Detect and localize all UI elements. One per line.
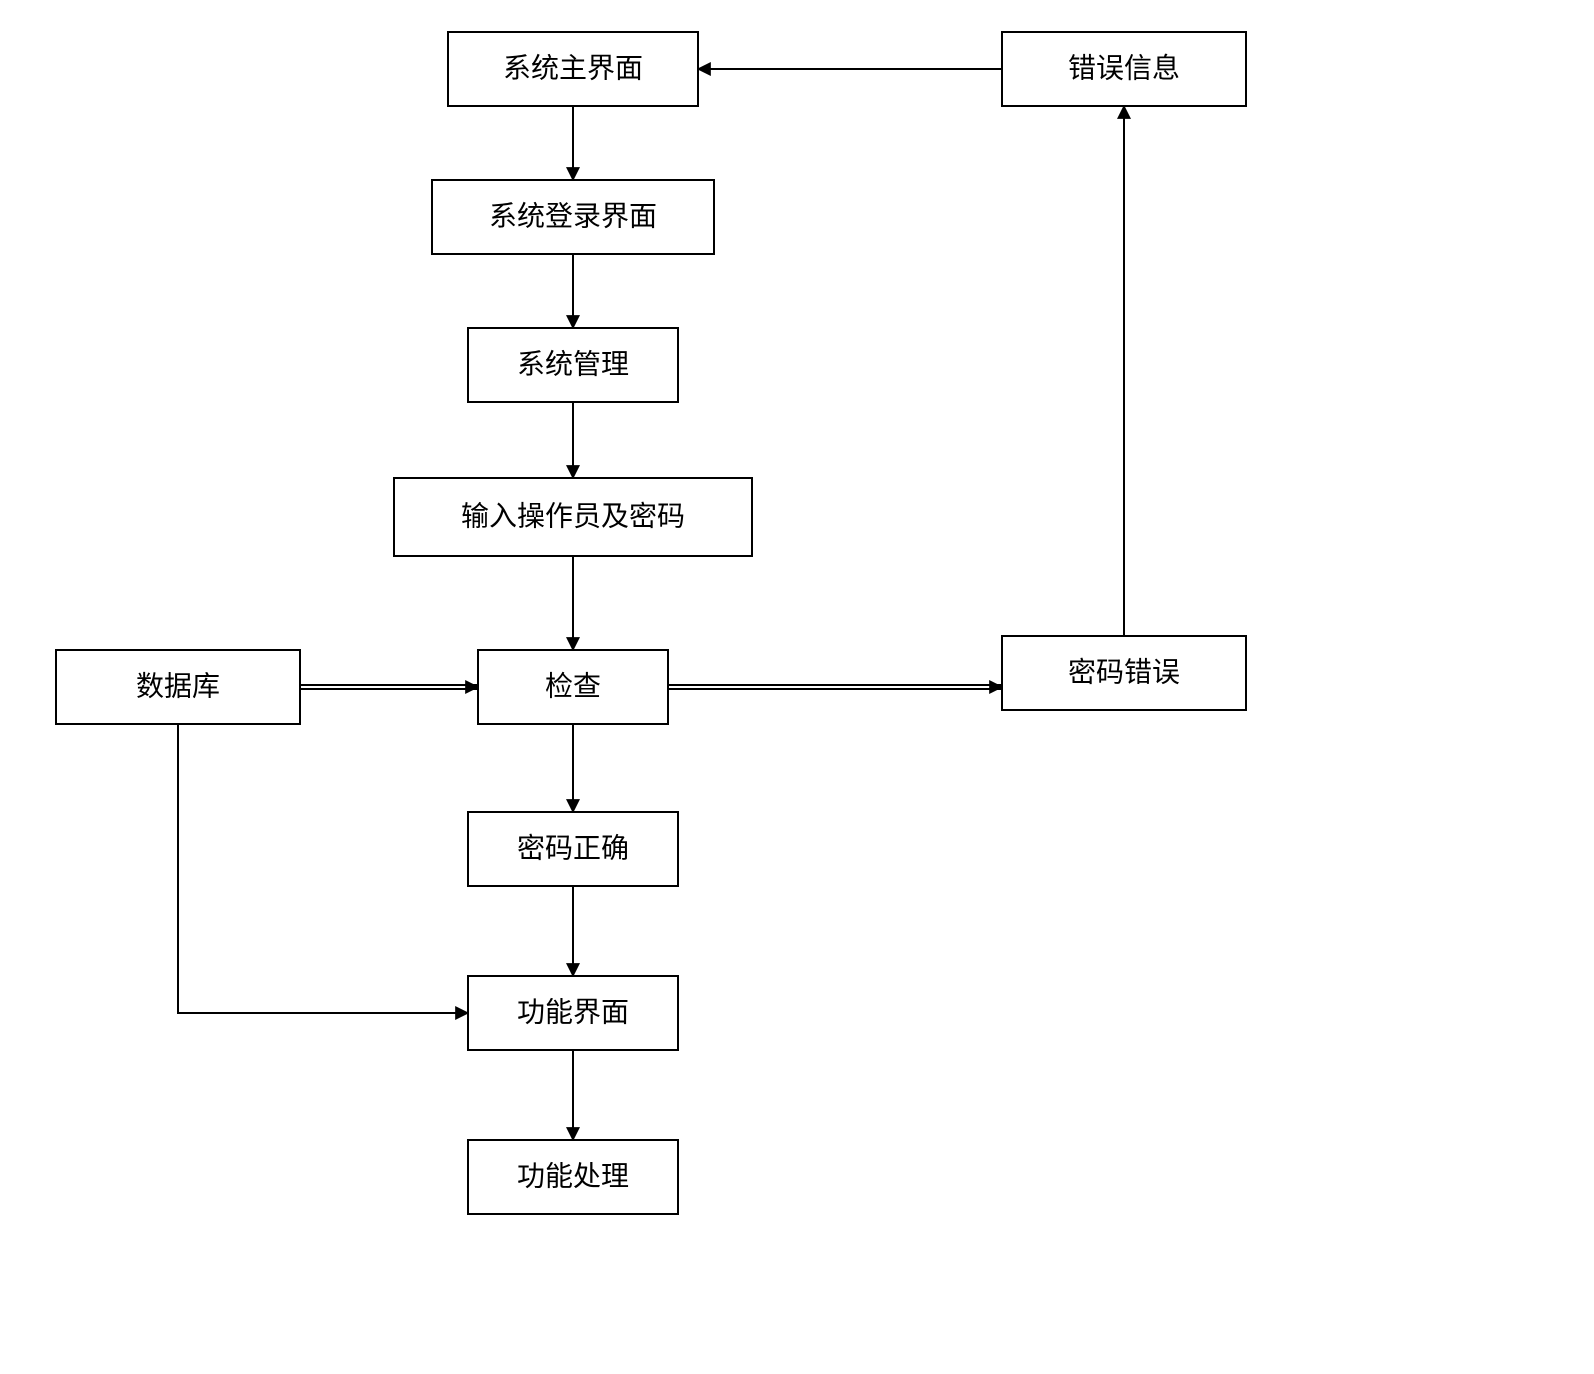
flow-node-label: 数据库: [136, 671, 220, 703]
flow-node-login_ui: 系统登录界面: [432, 180, 714, 254]
flow-node-database: 数据库: [56, 650, 300, 724]
flow-node-input_op: 输入操作员及密码: [394, 478, 752, 556]
flow-node-label: 检查: [545, 671, 601, 703]
flow-node-label: 系统主界面: [503, 53, 643, 85]
flow-node-func_ui: 功能界面: [468, 976, 678, 1050]
flow-node-label: 错误信息: [1068, 53, 1180, 85]
nodes-layer: 系统主界面系统登录界面系统管理输入操作员及密码检查密码正确功能界面功能处理 数据库…: [56, 32, 1246, 1214]
flow-node-label: 输入操作员及密码: [461, 501, 685, 533]
flow-node-func_proc: 功能处理: [468, 1140, 678, 1214]
flow-node-pwd_err: 密码错误: [1002, 636, 1246, 710]
flow-node-check: 检查: [478, 650, 668, 724]
flow-node-err_info: 错误信息: [1002, 32, 1246, 106]
flow-node-label: 密码错误: [1068, 657, 1180, 689]
flow-node-pwd_ok: 密码正确: [468, 812, 678, 886]
flow-node-main_ui: 系统主界面: [448, 32, 698, 106]
flow-node-label: 功能界面: [517, 997, 629, 1029]
flow-node-label: 功能处理: [517, 1161, 629, 1193]
flow-node-label: 系统管理: [517, 349, 629, 381]
flow-node-sys_mgmt: 系统管理: [468, 328, 678, 402]
flow-node-label: 密码正确: [517, 833, 629, 865]
flow-edge: [178, 724, 468, 1013]
flow-node-label: 系统登录界面: [489, 201, 657, 233]
